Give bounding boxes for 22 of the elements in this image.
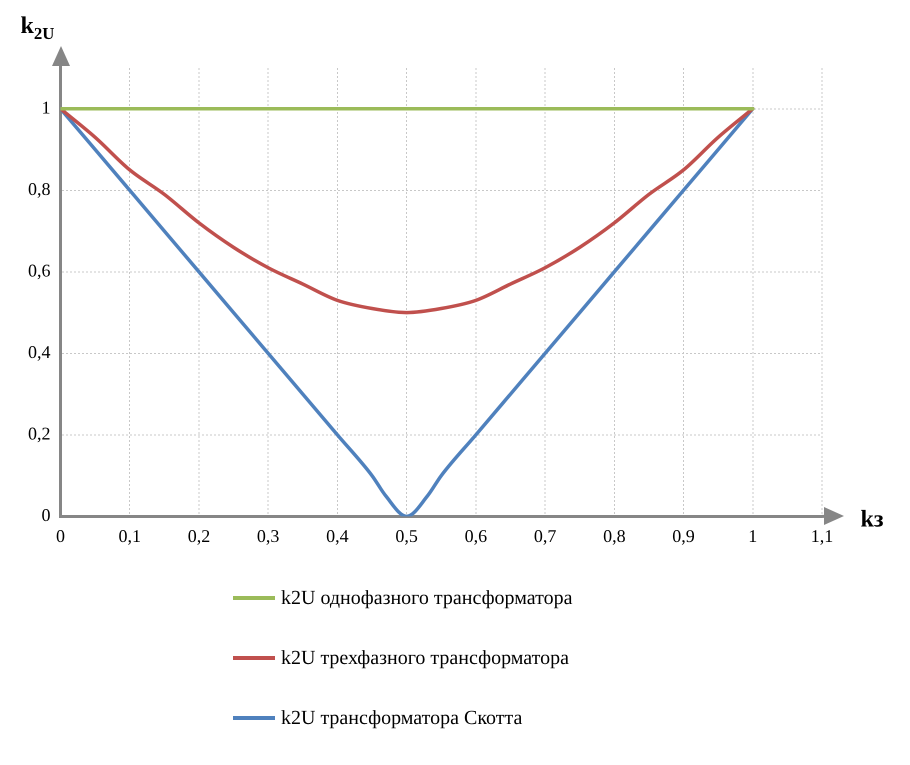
x-tick-label: 0,3 xyxy=(256,526,280,546)
legend-label: k2U трехфазного трансформатора xyxy=(281,646,569,670)
y-tick-label: 0,8 xyxy=(28,179,50,200)
y-tick-label: 1 xyxy=(42,98,50,118)
x-tick-label: 0,7 xyxy=(534,526,556,546)
legend-label: k2U однофазного трансформатора xyxy=(281,586,572,610)
y-tick-label: 0,2 xyxy=(28,424,50,444)
x-tick-label: 0,1 xyxy=(118,526,141,546)
x-tick-label: 0,9 xyxy=(672,526,695,546)
x-tick-label: 1,1 xyxy=(810,526,834,546)
legend-label: k2U трансформатора Скотта xyxy=(281,706,522,730)
x-axis-title: kз xyxy=(860,506,884,532)
x-tick-label: 0 xyxy=(56,526,65,546)
x-tick-label: 0,8 xyxy=(603,526,626,546)
x-tick-label: 0,4 xyxy=(326,526,349,546)
x-tick-label: 0,2 xyxy=(188,526,210,546)
x-tick-label: 0,5 xyxy=(395,526,418,546)
y-tick-label: 0,4 xyxy=(28,342,50,362)
y-tick-label: 0 xyxy=(42,505,50,526)
x-tick-label: 1 xyxy=(748,526,758,546)
y-tick-label: 0,6 xyxy=(28,260,50,281)
x-tick-label: 0,6 xyxy=(464,526,488,546)
